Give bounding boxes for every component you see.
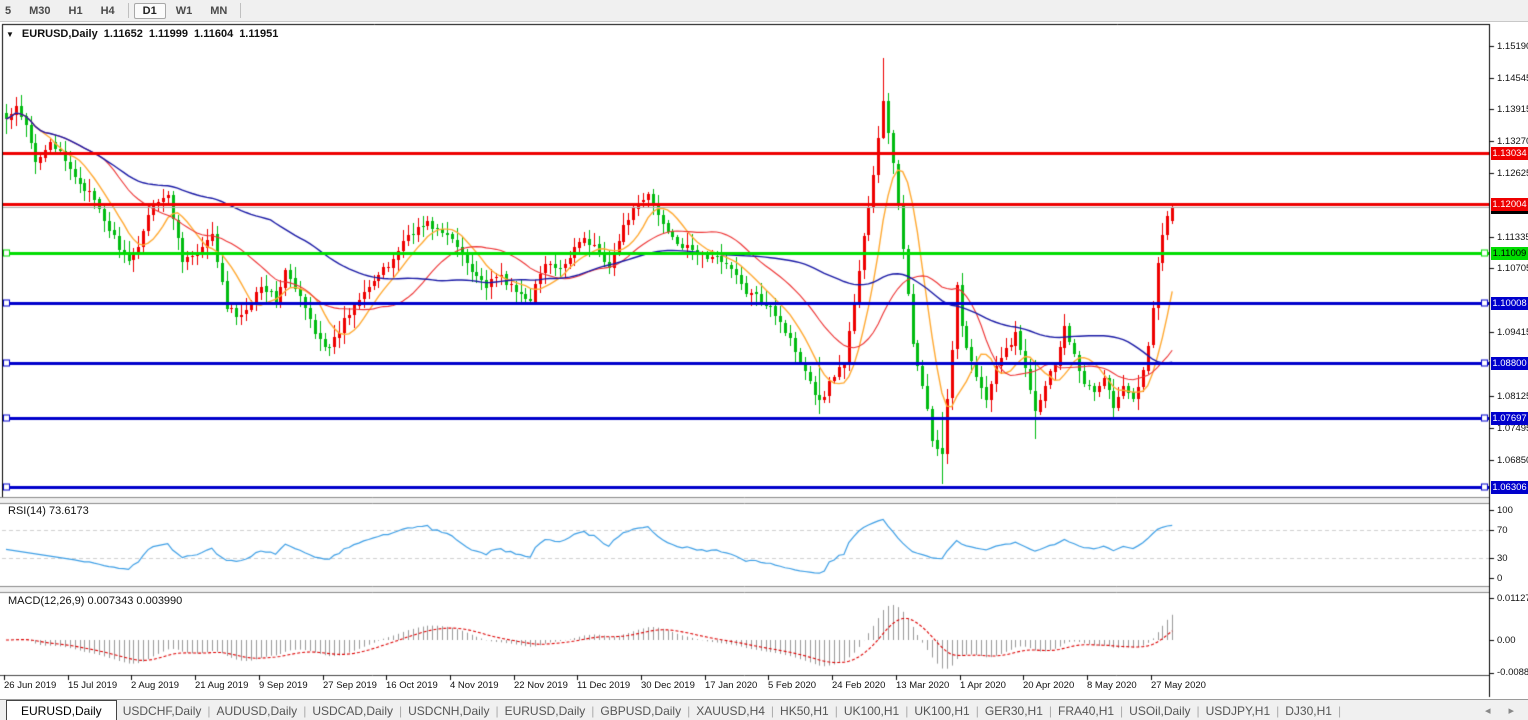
rsi-axis-tick-label: 100 [1497, 505, 1513, 516]
chart-tab-usdcnh-daily[interactable]: USDCNH,Daily [408, 703, 490, 718]
chart-symbol-label: EURUSD,Daily [21, 28, 98, 40]
chart-tab-usoil-daily[interactable]: USOil,Daily [1129, 703, 1191, 718]
toolbar-separator [240, 3, 242, 18]
chart-title: ▼ EURUSD,Daily 1.11652 1.11999 1.11604 1… [6, 28, 278, 40]
date-axis-label: 13 Mar 2020 [896, 680, 950, 691]
chart-tab-usdchf-daily[interactable]: USDCHF,Daily [122, 703, 202, 718]
date-axis-label: 22 Nov 2019 [514, 680, 568, 691]
price-axis-tick-label: 1.13915 [1497, 104, 1528, 115]
tab-separator: | [770, 703, 775, 718]
timeframe-button-w1[interactable]: W1 [175, 4, 193, 17]
chart-tab-fra40-h1[interactable]: FRA40,H1 [1058, 703, 1115, 718]
chart-tab-xauusd-h4[interactable]: XAUUSD,H4 [696, 703, 765, 718]
toolbar-separator [127, 3, 129, 18]
timeframe-button-mn[interactable]: MN [210, 4, 228, 17]
ohlc-open: 1.11652 [103, 28, 143, 40]
macd-axis-tick-label: 0.011277 [1497, 593, 1528, 604]
tab-separator: | [975, 703, 979, 718]
tab-separator: | [1276, 703, 1280, 718]
timeframe-toolbar: 5 M30 H1 H4 D1 W1 MN [0, 0, 1528, 22]
level-price-badge: 1.12004 [1491, 198, 1528, 211]
date-axis-label: 9 Sep 2019 [259, 680, 308, 691]
price-axis-tick-label: 1.15190 [1497, 41, 1528, 52]
level-price-badge: 1.08800 [1491, 357, 1528, 370]
tab-separator: | [1196, 703, 1200, 718]
date-axis-label: 21 Aug 2019 [195, 680, 249, 691]
date-axis-label: 15 Jul 2019 [68, 680, 118, 691]
price-axis-tick-label: 1.13270 [1497, 136, 1528, 147]
price-axis-tick-label: 1.09415 [1497, 327, 1528, 338]
macd-indicator-label: MACD(12,26,9) 0.007343 0.003990 [8, 595, 183, 607]
timeframe-button-5[interactable]: 5 [5, 4, 12, 17]
level-price-badge: 1.07697 [1491, 412, 1528, 425]
price-axis-tick-label: 1.10705 [1497, 263, 1528, 274]
rsi-axis-tick-label: 70 [1497, 525, 1508, 536]
ohlc-high: 1.11999 [148, 28, 189, 40]
tab-scroll-left-icon[interactable]: ◂ [1484, 705, 1491, 717]
date-axis-label: 24 Feb 2020 [832, 680, 886, 691]
price-axis-tick-label: 1.11335 [1497, 232, 1528, 243]
date-axis-label: 16 Oct 2019 [386, 680, 438, 691]
date-axis-label: 26 Jun 2019 [4, 680, 57, 691]
tab-separator: | [303, 703, 307, 718]
date-axis-label: 30 Dec 2019 [641, 680, 695, 691]
rsi-indicator-label: RSI(14) 73.6173 [8, 505, 89, 517]
chart-tab-uk100-h1[interactable]: UK100,H1 [843, 703, 900, 718]
tab-separator: | [1048, 703, 1053, 718]
tab-separator: | [687, 703, 691, 718]
level-price-badge: 1.13034 [1491, 147, 1528, 160]
date-axis-label: 11 Dec 2019 [577, 680, 631, 691]
date-axis-label: 8 May 2020 [1087, 680, 1137, 691]
chart-tab-audusd-daily[interactable]: AUDUSD,Daily [216, 703, 298, 718]
chart-tab-hk50-h1[interactable]: HK50,H1 [780, 703, 829, 718]
chart-tab-bar: EURUSD,Daily USDCHF,Daily | AUDUSD,Daily | US… [0, 699, 1528, 720]
chart-tab-usdcad-daily[interactable]: USDCAD,Daily [312, 703, 393, 718]
price-axis-tick-label: 1.07495 [1497, 423, 1528, 434]
tab-separator: | [399, 703, 403, 718]
symbol-dropdown-icon[interactable]: ▼ [6, 29, 14, 39]
date-axis-label: 20 Apr 2020 [1023, 680, 1075, 691]
date-axis-label: 17 Jan 2020 [705, 680, 758, 691]
price-axis-tick-label: 1.12625 [1497, 168, 1528, 179]
tab-separator: | [905, 703, 909, 718]
tab-separator: | [1337, 703, 1342, 718]
chart-tab-eurusd-daily[interactable]: EURUSD,Daily [504, 703, 586, 718]
rsi-axis-tick-label: 0 [1497, 573, 1503, 584]
timeframe-button-h1[interactable]: H1 [68, 4, 83, 17]
price-axis-tick-label: 1.08125 [1497, 391, 1528, 402]
price-axis-tick-label: 1.06850 [1497, 455, 1528, 466]
tab-separator: | [207, 703, 211, 718]
tab-separator: | [834, 703, 838, 718]
level-price-badge: 1.10008 [1491, 297, 1528, 310]
level-price-badge: 1.06306 [1491, 481, 1528, 494]
tab-separator: | [1120, 703, 1124, 718]
chart-tab-dj30-h1[interactable]: DJ30,H1 [1285, 703, 1332, 718]
ohlc-close: 1.11951 [239, 28, 279, 40]
chart-tab-ger30-h1[interactable]: GER30,H1 [984, 703, 1043, 718]
tab-separator: | [495, 703, 499, 718]
tab-scroll-right-icon[interactable]: ▸ [1508, 705, 1514, 717]
rsi-axis-tick-label: 30 [1497, 553, 1508, 564]
timeframe-button-m30[interactable]: M30 [29, 4, 51, 17]
chart-tab-usdjpy-h1[interactable]: USDJPY,H1 [1205, 703, 1271, 718]
timeframe-button-d1[interactable]: D1 [133, 2, 166, 19]
price-chart-canvas[interactable] [0, 0, 1528, 698]
macd-axis-tick-label: 0.00 [1497, 635, 1516, 646]
macd-axis-tick-label: -0.00884 [1497, 667, 1528, 678]
tab-separator: | [591, 703, 595, 718]
date-axis-label: 27 May 2020 [1151, 680, 1206, 691]
date-axis-label: 2 Aug 2019 [131, 680, 180, 691]
price-axis-tick-label: 1.14545 [1497, 73, 1528, 84]
date-axis-label: 27 Sep 2019 [323, 680, 377, 691]
chart-tab-gbpusd-daily[interactable]: GBPUSD,Daily [600, 703, 682, 718]
date-axis-label: 5 Feb 2020 [768, 680, 817, 691]
date-axis-label: 4 Nov 2019 [450, 680, 499, 691]
timeframe-button-h4[interactable]: H4 [100, 4, 115, 17]
level-price-badge: 1.11009 [1491, 247, 1528, 260]
date-axis-label: 1 Apr 2020 [960, 680, 1006, 691]
chart-tab-uk100-h1[interactable]: UK100,H1 [914, 703, 970, 718]
chart-tab-eurusd-daily[interactable]: EURUSD,Daily [6, 700, 117, 720]
ohlc-low: 1.11604 [194, 28, 234, 40]
